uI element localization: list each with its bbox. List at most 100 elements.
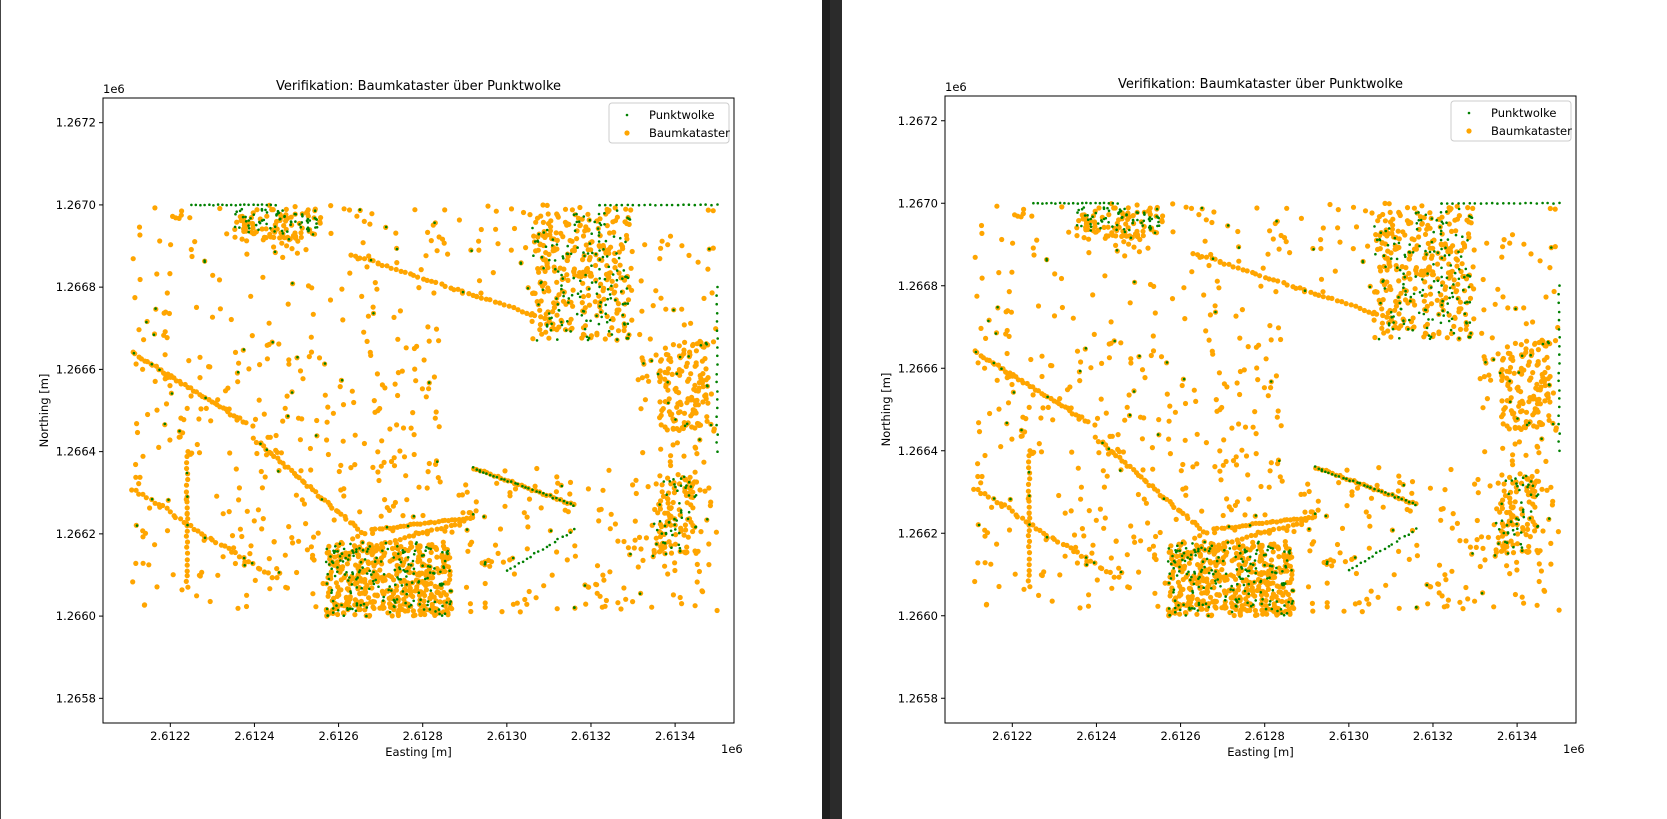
punktwolke-point <box>475 468 479 471</box>
punktwolke-point <box>441 604 444 608</box>
baumkataster-point <box>310 552 316 558</box>
baumkataster-point <box>1009 436 1015 442</box>
baumkataster-point <box>1223 573 1229 579</box>
baumkataster-point <box>352 462 358 468</box>
baumkataster-point <box>400 562 406 568</box>
baumkataster-point <box>658 295 664 301</box>
baumkataster-point <box>629 317 635 323</box>
punktwolke-point <box>283 214 286 218</box>
baumkataster-point <box>467 601 473 607</box>
baumkataster-point <box>1484 396 1490 402</box>
baumkataster-point <box>293 492 299 498</box>
baumkataster-point <box>264 342 270 348</box>
punktwolke-point <box>398 566 401 569</box>
baumkataster-point <box>1551 288 1557 295</box>
baumkataster-point <box>1230 264 1236 270</box>
baumkataster-point <box>434 554 440 560</box>
baumkataster-point <box>1020 211 1026 217</box>
punktwolke-point <box>617 256 621 260</box>
baumkataster-point <box>1224 549 1230 556</box>
baumkataster-point <box>1090 292 1096 298</box>
baumkataster-point <box>587 254 593 260</box>
baumkataster-point <box>630 482 636 488</box>
baumkataster-point <box>1536 561 1542 567</box>
punktwolke-point <box>1463 301 1467 305</box>
baumkataster-point <box>565 253 571 260</box>
baumkataster-point <box>463 584 470 590</box>
baumkataster-point <box>411 451 417 458</box>
baumkataster-point <box>130 579 136 585</box>
baumkataster-point <box>1235 587 1241 593</box>
punktwolke-point <box>403 550 406 554</box>
baumkataster-point <box>1203 328 1209 334</box>
baumkataster-point <box>515 307 521 313</box>
punktwolke-point <box>352 554 355 558</box>
baumkataster-point <box>1536 396 1542 402</box>
baumkataster-point <box>447 572 453 578</box>
baumkataster-point <box>424 485 430 491</box>
punktwolke-point <box>478 470 482 473</box>
punktwolke-point <box>1431 318 1434 321</box>
baumkataster-point <box>1120 449 1126 455</box>
baumkataster-point <box>1143 500 1149 506</box>
baumkataster-point <box>1409 490 1415 496</box>
punktwolke-point <box>1462 288 1465 292</box>
punktwolke-point <box>347 554 351 557</box>
baumkataster-point <box>308 544 314 550</box>
baumkataster-point <box>1510 462 1516 468</box>
baumkataster-point <box>184 465 190 472</box>
baumkataster-point <box>1505 305 1511 311</box>
baumkataster-point <box>1155 488 1161 494</box>
punktwolke-point <box>1383 287 1387 290</box>
baumkataster-point <box>1167 451 1173 457</box>
baumkataster-point <box>1439 242 1445 248</box>
punktwolke-point <box>1175 549 1179 553</box>
baumkataster-point <box>1294 516 1300 522</box>
baumkataster-point <box>706 562 712 568</box>
baumkataster-point <box>620 246 626 252</box>
punktwolke-point <box>239 203 242 207</box>
baumkataster-point <box>1454 216 1461 222</box>
punktwolke-point <box>541 548 545 551</box>
punktwolke-point <box>573 527 576 531</box>
baumkataster-point <box>402 269 408 275</box>
baumkataster-point <box>1339 299 1345 305</box>
punktwolke-point <box>186 523 189 527</box>
baumkataster-point <box>184 460 190 466</box>
baumkataster-point <box>265 434 271 440</box>
baumkataster-point <box>1189 269 1195 275</box>
baumkataster-point <box>1030 245 1036 251</box>
baumkataster-point <box>692 548 698 554</box>
baumkataster-point <box>1414 542 1420 548</box>
punktwolke-point <box>384 541 388 545</box>
baumkataster-point <box>1027 476 1033 482</box>
baumkataster-point <box>1156 417 1162 423</box>
baumkataster-point <box>1500 411 1506 417</box>
baumkataster-point <box>452 517 458 523</box>
baumkataster-point <box>1197 525 1203 532</box>
baumkataster-point <box>699 358 706 364</box>
baumkataster-point <box>1180 510 1186 516</box>
punktwolke-point <box>606 288 610 291</box>
punktwolke-point <box>276 209 280 213</box>
baumkataster-point <box>382 385 388 391</box>
baumkataster-point <box>1132 539 1138 545</box>
baumkataster-point <box>1045 404 1051 410</box>
punktwolke-point <box>545 545 549 549</box>
baumkataster-point <box>328 230 334 236</box>
baumkataster-point <box>1507 499 1513 506</box>
baumkataster-point <box>1299 519 1305 525</box>
baumkataster-point <box>1283 567 1289 573</box>
baumkataster-point <box>1111 574 1117 580</box>
baumkataster-point <box>1049 598 1055 604</box>
window-divider[interactable] <box>822 0 842 819</box>
baumkataster-point <box>1223 458 1229 465</box>
baumkataster-point <box>630 599 636 605</box>
punktwolke-point <box>676 489 679 493</box>
baumkataster-point <box>1505 382 1511 389</box>
punktwolke-point <box>236 370 240 374</box>
baumkataster-point <box>398 544 404 550</box>
punktwolke-point <box>535 490 538 493</box>
baumkataster-point <box>550 309 556 315</box>
baumkataster-point <box>604 313 610 319</box>
